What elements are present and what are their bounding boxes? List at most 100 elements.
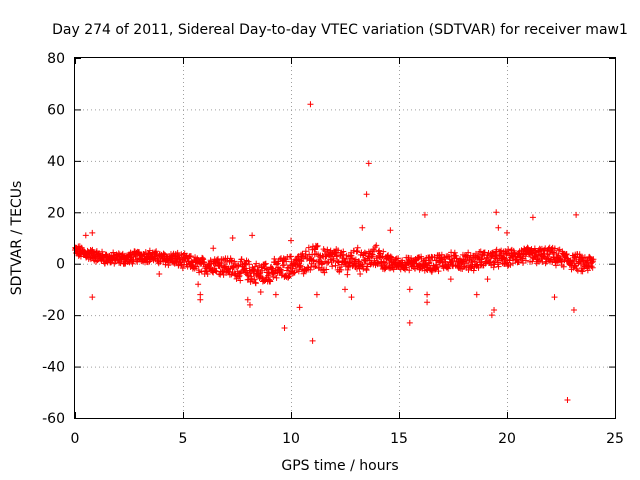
data-point bbox=[280, 262, 287, 269]
data-point bbox=[252, 280, 259, 287]
data-point bbox=[433, 264, 440, 271]
data-point bbox=[509, 260, 516, 267]
outlier-point bbox=[348, 294, 355, 301]
data-point bbox=[584, 267, 591, 274]
data-point bbox=[130, 256, 137, 263]
data-point bbox=[574, 267, 581, 274]
data-point bbox=[312, 263, 319, 270]
data-point bbox=[481, 249, 488, 256]
data-point bbox=[312, 246, 319, 253]
outlier-point bbox=[484, 276, 491, 283]
outlier-point bbox=[281, 325, 288, 331]
outlier-point bbox=[491, 307, 498, 313]
data-point bbox=[555, 247, 562, 254]
data-point bbox=[297, 263, 304, 270]
axis-ticks bbox=[75, 58, 616, 419]
data-point bbox=[115, 250, 122, 257]
data-point bbox=[288, 253, 295, 260]
outlier-point bbox=[357, 271, 364, 277]
data-point bbox=[395, 255, 402, 262]
data-point bbox=[262, 261, 269, 268]
data-point bbox=[529, 258, 536, 265]
data-point bbox=[283, 267, 290, 274]
data-point bbox=[434, 263, 441, 270]
data-point bbox=[285, 273, 292, 280]
data-point bbox=[373, 242, 380, 249]
data-point bbox=[403, 264, 410, 271]
data-point bbox=[137, 252, 144, 259]
data-point bbox=[248, 275, 255, 282]
x-axis-tick-labels: 0 5 10 15 20 25 bbox=[71, 431, 624, 447]
outlier-point bbox=[342, 286, 348, 293]
data-point bbox=[323, 266, 330, 273]
data-point bbox=[267, 278, 274, 285]
data-point bbox=[263, 265, 270, 272]
outlier-point bbox=[197, 296, 204, 303]
data-point bbox=[252, 263, 259, 270]
outlier-point bbox=[564, 397, 571, 403]
data-point bbox=[286, 273, 293, 280]
data-point bbox=[501, 255, 508, 262]
outlier-point bbox=[313, 291, 320, 298]
data-point bbox=[126, 259, 133, 266]
y-tick-label: 0 bbox=[56, 257, 65, 273]
data-point bbox=[470, 267, 477, 274]
outlier-point bbox=[197, 291, 204, 298]
outlier-point bbox=[246, 301, 253, 308]
data-point bbox=[589, 259, 596, 266]
data-point bbox=[444, 253, 451, 260]
data-point bbox=[502, 256, 509, 263]
data-point bbox=[236, 270, 243, 277]
data-point bbox=[261, 277, 268, 284]
data-point bbox=[560, 263, 567, 270]
data-point bbox=[330, 257, 337, 264]
data-point bbox=[323, 260, 330, 267]
data-point bbox=[302, 248, 309, 255]
data-point bbox=[490, 264, 497, 271]
y-tick-label: -20 bbox=[42, 308, 65, 324]
data-point bbox=[327, 256, 334, 263]
data-point bbox=[504, 263, 511, 270]
data-point bbox=[237, 277, 244, 284]
outlier-point bbox=[249, 232, 256, 239]
outlier-point bbox=[529, 214, 536, 221]
outlier-point bbox=[309, 337, 316, 344]
data-point bbox=[345, 263, 352, 270]
data-point bbox=[335, 259, 342, 266]
data-point bbox=[369, 253, 376, 260]
data-point bbox=[245, 258, 252, 265]
outlier-point bbox=[288, 237, 294, 244]
data-point bbox=[477, 248, 484, 255]
outlier-point bbox=[359, 224, 366, 231]
x-axis-label: GPS time / hours bbox=[281, 458, 398, 474]
data-point bbox=[465, 249, 472, 256]
data-point bbox=[243, 265, 250, 272]
outlier-point bbox=[89, 294, 96, 301]
y-axis-label: SDTVAR / TECUs bbox=[9, 181, 25, 296]
x-tick-label: 0 bbox=[71, 431, 80, 447]
y-tick-label: 60 bbox=[47, 102, 65, 118]
data-point bbox=[103, 251, 110, 258]
data-point bbox=[196, 269, 203, 276]
chart-title: Day 274 of 2011, Sidereal Day-to-day VTE… bbox=[52, 22, 628, 38]
data-point bbox=[157, 258, 164, 265]
data-point bbox=[358, 261, 365, 268]
data-point bbox=[295, 268, 302, 275]
data-point bbox=[238, 256, 245, 263]
outlier-point bbox=[307, 101, 314, 108]
data-point bbox=[338, 266, 345, 273]
data-point bbox=[311, 263, 318, 270]
y-tick-label: -60 bbox=[42, 411, 65, 427]
outlier-point bbox=[387, 227, 394, 234]
data-point bbox=[590, 256, 597, 263]
data-point bbox=[273, 274, 280, 281]
outlier-point bbox=[424, 299, 431, 306]
data-points bbox=[72, 101, 597, 403]
outlier-point bbox=[257, 289, 264, 295]
x-tick-label: 20 bbox=[498, 431, 516, 447]
data-point bbox=[277, 266, 284, 273]
data-point bbox=[363, 267, 370, 274]
outlier-point bbox=[551, 294, 558, 301]
data-point bbox=[310, 257, 317, 264]
